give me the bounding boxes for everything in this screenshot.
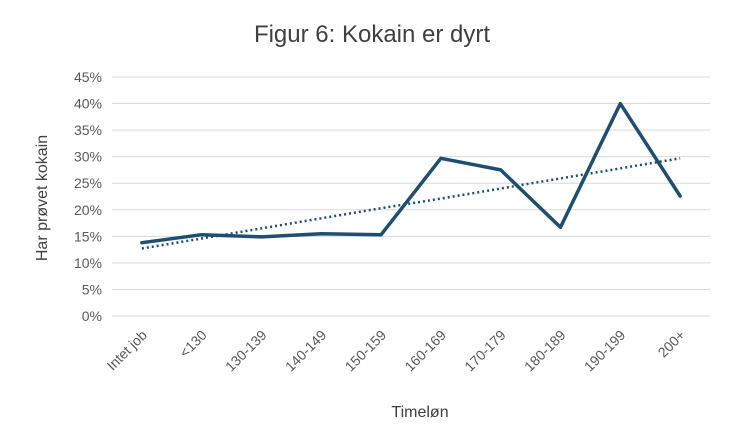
x-tick-label: 180-189 — [521, 327, 569, 375]
x-tick-label: 130-139 — [222, 327, 270, 375]
y-tick-label: 45% — [74, 69, 102, 85]
x-axis-label: Timeløn — [391, 404, 448, 421]
trendline — [141, 157, 681, 250]
x-tick-label: Intet job — [103, 327, 150, 374]
series-group — [140, 101, 682, 250]
y-tick-label: 40% — [74, 96, 102, 112]
x-tick-label: 200+ — [655, 327, 689, 361]
x-tick-label: 150-159 — [342, 327, 390, 375]
x-tick-label: <130 — [176, 327, 210, 361]
y-tick-label: 20% — [74, 202, 102, 218]
y-tick-label: 0% — [82, 308, 102, 324]
y-tick-label: 30% — [74, 149, 102, 165]
x-tick-label: 170-179 — [461, 327, 509, 375]
x-tick-label: 140-149 — [282, 327, 330, 375]
y-tick-label: 35% — [74, 122, 102, 138]
chart-title: Figur 6: Kokain er dyrt — [254, 21, 490, 48]
y-axis-ticks: 0% 5% 10% 15% 20% 25% 30% 35% 40% 45% — [74, 69, 102, 324]
y-tick-label: 10% — [74, 255, 102, 271]
x-tick-label: 190-199 — [581, 327, 629, 375]
y-tick-label: 15% — [74, 228, 102, 244]
x-axis-ticks: Intet job <130 130-139 140-149 150-159 160-16… — [103, 327, 688, 375]
x-tick-label: 160-169 — [401, 327, 449, 375]
y-tick-label: 5% — [82, 281, 102, 297]
y-axis-label: Har prøvet kokain — [34, 135, 51, 261]
y-tick-label: 25% — [74, 175, 102, 191]
series-line — [140, 101, 682, 245]
